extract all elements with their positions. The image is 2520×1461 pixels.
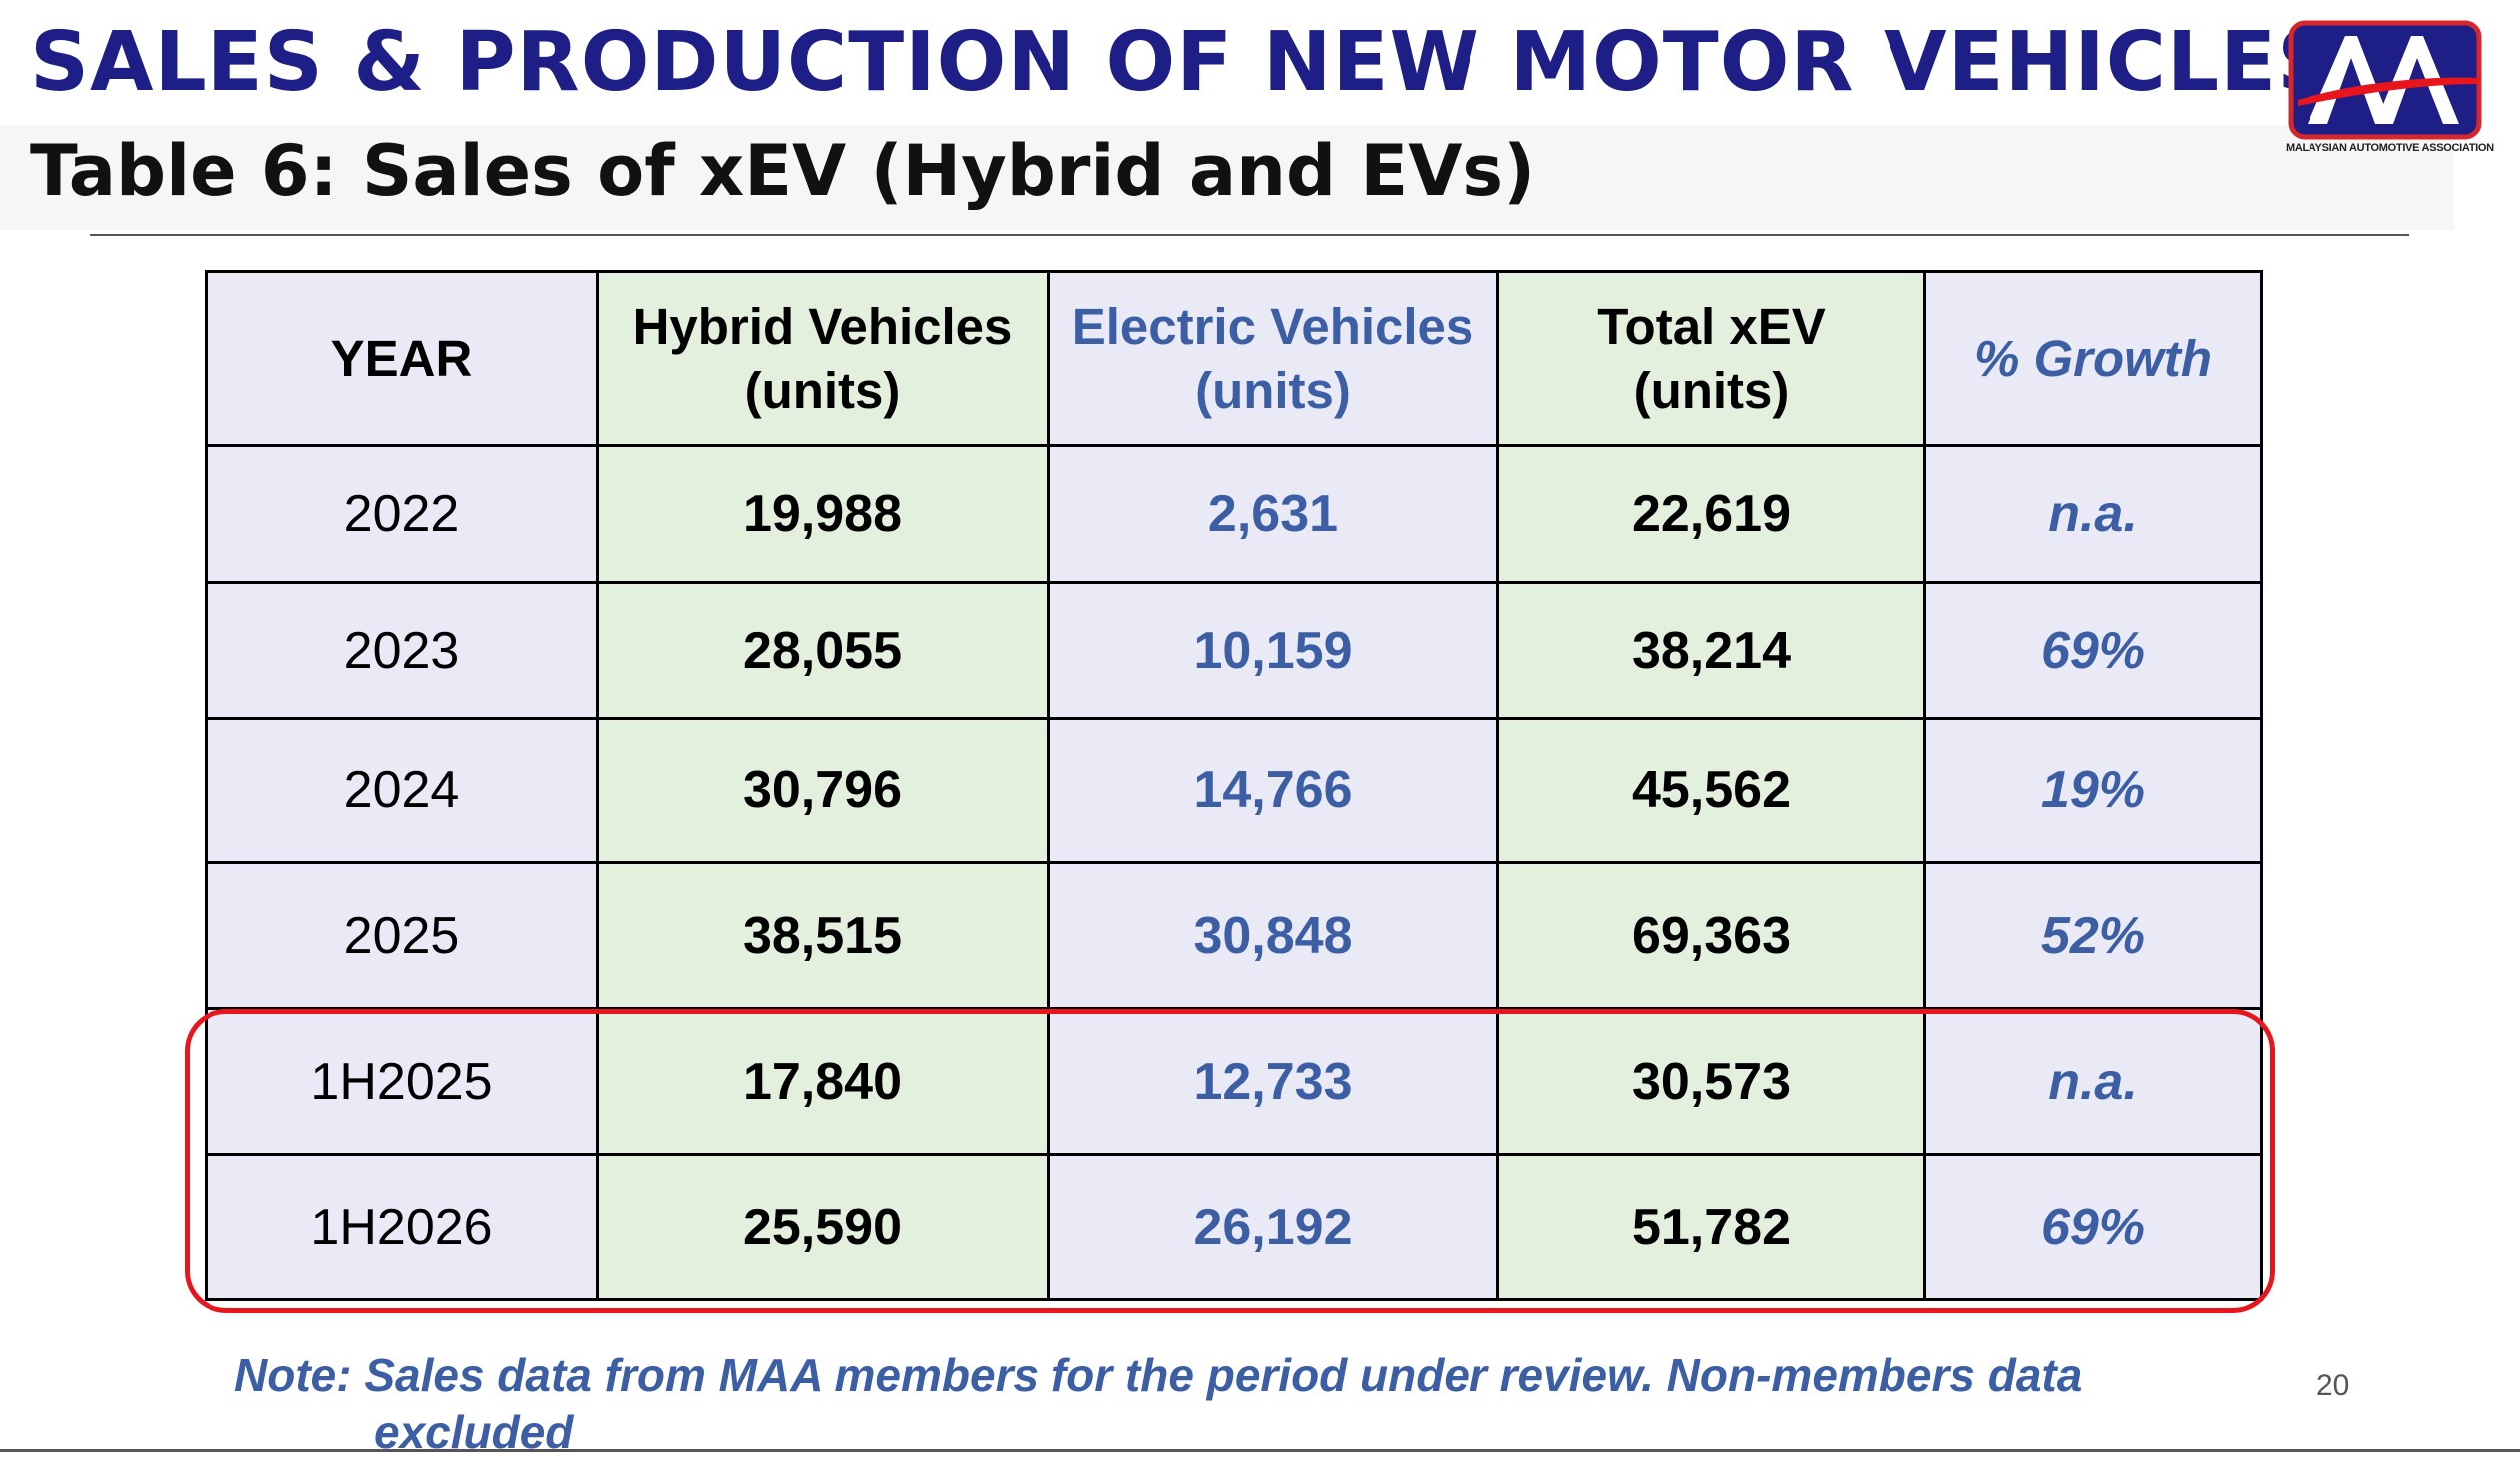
cell-hybrid: 17,840 <box>596 1007 1050 1156</box>
cell-ev: 26,192 <box>1047 1153 1499 1301</box>
xev-sales-table: YEAR Hybrid Vehicles (units) Electric Veh… <box>205 270 2263 1301</box>
bottom-divider <box>0 1449 2520 1452</box>
title-divider <box>90 234 2409 236</box>
cell-hybrid: 30,796 <box>596 717 1050 864</box>
header-growth: % Growth <box>1923 270 2263 447</box>
table-row: 2024 30,796 14,766 45,562 19% <box>205 717 2263 864</box>
highlight-box <box>185 1009 2275 1313</box>
cell-hybrid: 28,055 <box>596 581 1050 720</box>
table-row: 2023 28,055 10,159 38,214 69% <box>205 581 2263 720</box>
table-header-row: YEAR Hybrid Vehicles (units) Electric Veh… <box>205 270 2263 447</box>
cell-growth: n.a. <box>1923 444 2263 584</box>
subtitle-band <box>0 125 2454 230</box>
header-year: YEAR <box>205 270 599 447</box>
slide-subtitle: Table 6: Sales of xEV (Hybrid and EVs) <box>30 130 1536 212</box>
cell-growth: 69% <box>1923 1153 2263 1301</box>
cell-ev: 12,733 <box>1047 1007 1499 1156</box>
cell-growth: 19% <box>1923 717 2263 864</box>
cell-total: 38,214 <box>1496 581 1926 720</box>
table-row: 2022 19,988 2,631 22,619 n.a. <box>205 444 2263 584</box>
cell-year: 2022 <box>205 444 599 584</box>
table-row-highlighted: 1H2026 25,590 26,192 51,782 69% <box>205 1153 2263 1301</box>
footnote-line-1: Note: Sales data from MAA members for th… <box>234 1349 2083 1401</box>
slide-title: SALES & PRODUCTION OF NEW MOTOR VEHICLES <box>30 15 2337 110</box>
cell-year: 1H2026 <box>205 1153 599 1301</box>
cell-total: 45,562 <box>1496 717 1926 864</box>
cell-total: 51,782 <box>1496 1153 1926 1301</box>
footnote-line-2: excluded <box>374 1406 574 1458</box>
cell-total: 30,573 <box>1496 1007 1926 1156</box>
cell-year: 2025 <box>205 861 599 1010</box>
cell-year: 2024 <box>205 717 599 864</box>
footnote: Note: Sales data from MAA members for th… <box>234 1347 2280 1461</box>
cell-hybrid: 25,590 <box>596 1153 1050 1301</box>
cell-growth: 52% <box>1923 861 2263 1010</box>
cell-ev: 30,848 <box>1047 861 1499 1010</box>
cell-hybrid: 19,988 <box>596 444 1050 584</box>
cell-growth: n.a. <box>1923 1007 2263 1156</box>
cell-year: 1H2025 <box>205 1007 599 1156</box>
table-row: 2025 38,515 30,848 69,363 52% <box>205 861 2263 1010</box>
header-total-xev: Total xEV (units) <box>1496 270 1926 447</box>
cell-hybrid: 38,515 <box>596 861 1050 1010</box>
header-electric-vehicles: Electric Vehicles (units) <box>1047 270 1499 447</box>
cell-growth: 69% <box>1923 581 2263 720</box>
header-hybrid-vehicles: Hybrid Vehicles (units) <box>596 270 1050 447</box>
table-row-highlighted: 1H2025 17,840 12,733 30,573 n.a. <box>205 1007 2263 1156</box>
cell-ev: 2,631 <box>1047 444 1499 584</box>
cell-total: 22,619 <box>1496 444 1926 584</box>
cell-year: 2023 <box>205 581 599 720</box>
page-number: 20 <box>2316 1369 2350 1402</box>
maa-logo-icon <box>2288 20 2482 140</box>
maa-logo: MALAYSIAN AUTOMOTIVE ASSOCIATION <box>2286 20 2494 165</box>
logo-caption: MALAYSIAN AUTOMOTIVE ASSOCIATION <box>2286 142 2494 154</box>
cell-ev: 14,766 <box>1047 717 1499 864</box>
cell-ev: 10,159 <box>1047 581 1499 720</box>
cell-total: 69,363 <box>1496 861 1926 1010</box>
